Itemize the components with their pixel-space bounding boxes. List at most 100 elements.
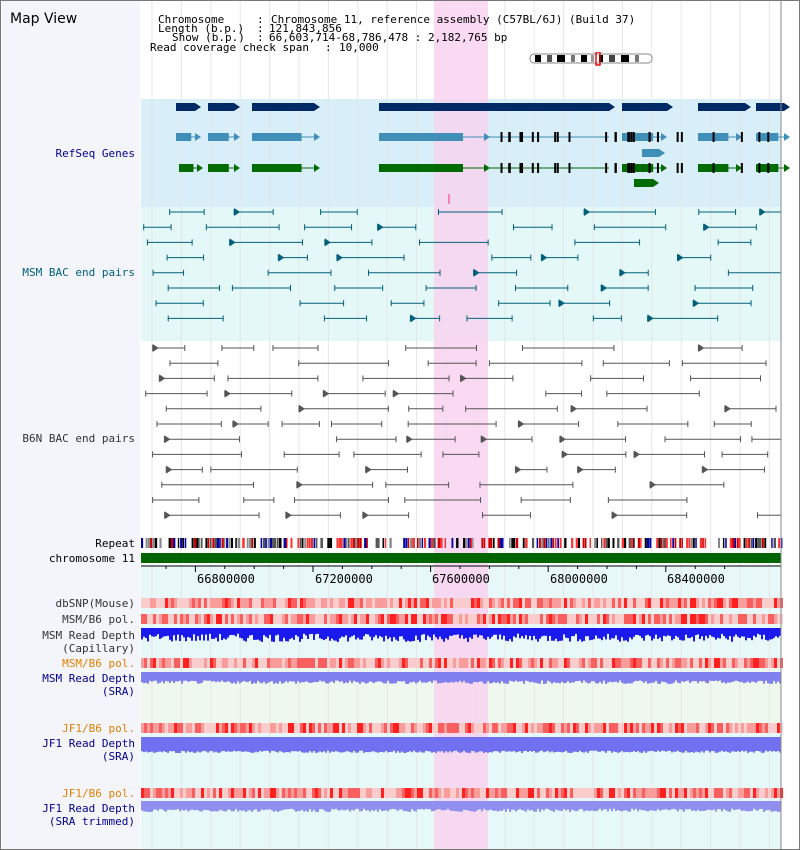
pol-cell <box>429 658 432 668</box>
depth-bar <box>411 801 413 810</box>
track-label-repeat[interactable]: Repeat <box>95 537 135 550</box>
depth-bar <box>601 672 603 684</box>
pol-cell <box>282 788 285 798</box>
pol-cell <box>630 614 633 624</box>
track-label-jf1-depth[interactable]: JF1 Read Depth <box>42 737 135 750</box>
bac-arrow-icon <box>232 420 239 428</box>
depth-bar <box>491 672 493 684</box>
depth-bar <box>383 737 385 753</box>
pol-cell <box>456 614 459 624</box>
msm-bac-track[interactable] <box>143 208 782 323</box>
depth-bar <box>189 672 191 682</box>
track-label-msm-bac[interactable]: MSM BAC end pairs <box>22 266 135 279</box>
depth-bar <box>367 737 369 753</box>
pol-cell <box>387 598 390 608</box>
pol-cell <box>189 788 192 798</box>
exon-tick <box>740 132 743 142</box>
track-label-msm-depth-sra[interactable]: MSM Read Depth <box>42 672 135 685</box>
pol-cell <box>645 658 648 668</box>
pol-cell <box>495 614 498 624</box>
pol-cell <box>702 658 705 668</box>
repeat-element <box>440 538 443 548</box>
depth-bar <box>487 672 489 682</box>
pol-cell <box>735 723 738 733</box>
depth-bar <box>749 801 751 812</box>
refseq-genes-track[interactable] <box>176 103 790 204</box>
track-label-jf1-b6-pol-2[interactable]: JF1/B6 pol. <box>62 787 135 800</box>
pol-cell <box>720 598 723 608</box>
depth-bar <box>255 737 257 752</box>
depth-bar <box>589 737 591 751</box>
depth-bar <box>585 801 587 811</box>
depth-bar <box>209 628 211 634</box>
track-label-jf1-b6-pol[interactable]: JF1/B6 pol. <box>62 722 135 735</box>
selected-region-highlight[interactable] <box>434 1 488 849</box>
depth-bar <box>459 672 461 681</box>
b6n-bac-track[interactable] <box>145 344 782 520</box>
track-label-chromosome[interactable]: chromosome 11 <box>48 552 135 565</box>
depth-bar <box>245 672 247 682</box>
pol-cell <box>165 614 168 624</box>
track-label-jf1-depth-trimmed[interactable]: JF1 Read Depth <box>42 802 135 815</box>
depth-bar <box>383 628 385 642</box>
depth-bar <box>761 801 763 810</box>
pol-cell <box>168 723 171 733</box>
pol-cell <box>756 658 759 668</box>
depth-bar <box>361 801 363 812</box>
depth-bar <box>607 628 609 634</box>
repeat-element <box>200 538 203 548</box>
chromosome-bar[interactable] <box>141 553 781 563</box>
track-label-msm-b6-pol[interactable]: MSM/B6 pol. <box>62 613 135 626</box>
repeat-element <box>729 538 733 548</box>
depth-bar <box>167 672 169 682</box>
depth-bar <box>759 801 761 809</box>
track-label-msm-depth-capillary[interactable]: MSM Read Depth <box>42 629 135 642</box>
depth-bar <box>695 628 697 636</box>
depth-bar <box>771 672 773 684</box>
pol-cell <box>198 723 201 733</box>
pol-cell <box>741 723 744 733</box>
pol-cell <box>180 723 183 733</box>
depth-bar <box>217 737 219 753</box>
depth-bar <box>311 801 313 812</box>
pol-cell <box>699 598 702 608</box>
repeat-track[interactable] <box>141 538 783 548</box>
length-label: Length (b.p.) <box>158 22 245 35</box>
pol-cell <box>252 598 255 608</box>
depth-bar <box>199 628 201 641</box>
track-label-b6n-bac[interactable]: B6N BAC end pairs <box>22 432 135 445</box>
depth-bar <box>345 737 347 752</box>
pol-cell <box>348 614 351 624</box>
depth-bar <box>675 801 677 810</box>
read-depth-tracks[interactable] <box>141 628 781 812</box>
gene-exon <box>622 103 667 111</box>
depth-bar <box>687 801 689 810</box>
pol-cell <box>216 788 219 798</box>
track-label-dbsnp[interactable]: dbSNP(Mouse) <box>55 597 135 610</box>
polymorphism-tracks[interactable] <box>141 598 783 798</box>
pol-cell <box>705 598 708 608</box>
depth-bar <box>509 628 511 640</box>
pol-cell <box>459 658 462 668</box>
pol-cell <box>777 658 780 668</box>
pol-cell <box>387 723 390 733</box>
track-label-refseq[interactable]: RefSeq Genes <box>55 147 135 160</box>
pol-cell <box>732 658 735 668</box>
pol-cell <box>510 658 513 668</box>
pol-cell <box>156 658 159 668</box>
track-label-msm-b6-pol-sra[interactable]: MSM/B6 pol. <box>62 657 135 670</box>
depth-bar <box>741 672 743 682</box>
depth-bar <box>211 672 213 682</box>
pol-cell <box>501 788 504 798</box>
pol-cell <box>537 788 540 798</box>
depth-bar <box>655 737 657 753</box>
chromosome-ideogram[interactable] <box>529 52 655 66</box>
depth-bar <box>503 801 505 810</box>
gene-arrow-icon <box>667 103 673 111</box>
pol-cell <box>180 658 183 668</box>
depth-bar <box>225 628 227 640</box>
pol-cell <box>426 598 429 608</box>
pol-cell <box>150 788 153 798</box>
depth-bar <box>439 801 441 810</box>
